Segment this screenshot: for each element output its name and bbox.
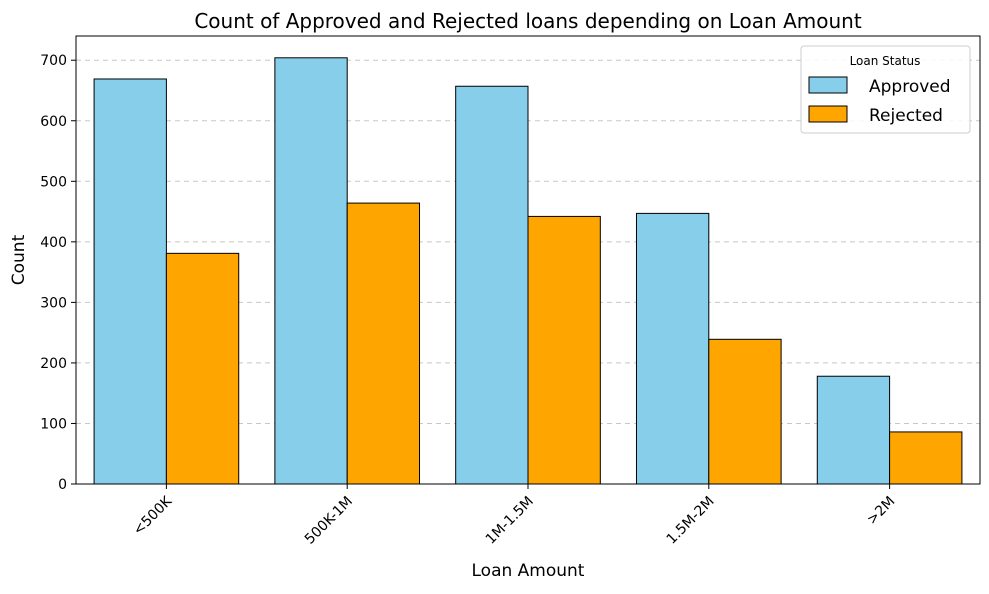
x-axis-label: Loan Amount — [472, 561, 585, 581]
y-tick-label: 200 — [40, 356, 67, 372]
legend-swatch-approved — [808, 76, 848, 94]
legend-swatch-rejected — [808, 105, 848, 123]
y-tick-label: 300 — [40, 295, 67, 311]
bar-approved-0 — [93, 78, 167, 485]
y-axis: 0 100 200 300 400 500 600 700 — [40, 53, 76, 493]
legend: Loan Status Approved Rejected — [800, 45, 971, 134]
y-tick-label: 700 — [40, 53, 67, 69]
bar-rejected-0 — [165, 252, 240, 485]
bars — [93, 57, 963, 485]
bar-rejected-2 — [527, 215, 601, 485]
y-tick-label: 0 — [58, 477, 67, 493]
y-tick-label: 600 — [40, 114, 67, 130]
legend-title: Loan Status — [850, 54, 921, 68]
y-axis-label: Count — [9, 234, 29, 285]
y-tick-label: 500 — [40, 174, 67, 190]
y-tick-label: 100 — [40, 416, 67, 432]
bar-approved-3 — [635, 212, 710, 485]
bar-approved-1 — [274, 57, 348, 485]
y-tick-label: 400 — [40, 235, 67, 251]
bar-rejected-4 — [889, 431, 963, 485]
bar-approved-4 — [816, 375, 891, 485]
legend-label-approved: Approved — [869, 77, 951, 97]
bar-approved-2 — [455, 85, 529, 485]
bar-rejected-1 — [346, 202, 421, 485]
legend-label-rejected: Rejected — [869, 106, 943, 126]
chart-title: Count of Approved and Rejected loans dep… — [194, 9, 862, 33]
bar-rejected-3 — [708, 338, 782, 485]
